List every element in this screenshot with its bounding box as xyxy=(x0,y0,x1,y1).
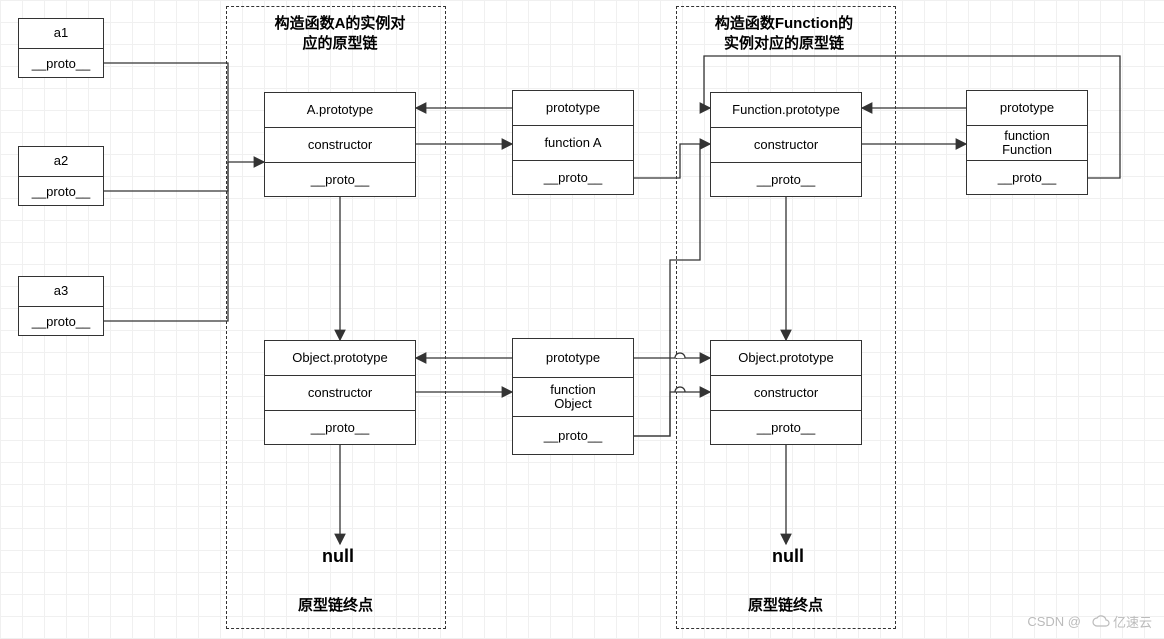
node-cell: functionFunction xyxy=(967,126,1087,161)
node-cell: constructor xyxy=(265,128,415,163)
node-cell: __proto__ xyxy=(711,411,861,446)
node-cell: a3 xyxy=(19,277,103,307)
node-ObjProtoL: Object.prototypeconstructor__proto__ xyxy=(264,340,416,445)
end-label-left: 原型链终点 xyxy=(298,594,373,615)
node-cell: __proto__ xyxy=(265,411,415,446)
null-label-left: null xyxy=(322,546,354,567)
node-cell: Object.prototype xyxy=(265,341,415,376)
node-cell: a1 xyxy=(19,19,103,49)
null-label-right: null xyxy=(772,546,804,567)
node-cell: __proto__ xyxy=(967,161,1087,196)
node-cell: constructor xyxy=(711,376,861,411)
node-Fproto: Function.prototypeconstructor__proto__ xyxy=(710,92,862,197)
node-cell: prototype xyxy=(967,91,1087,126)
node-funcA: prototypefunction A__proto__ xyxy=(512,90,634,195)
node-cell: __proto__ xyxy=(513,417,633,456)
node-funcObj: prototypefunctionObject__proto__ xyxy=(512,338,634,455)
node-cell: Function.prototype xyxy=(711,93,861,128)
node-cell: __proto__ xyxy=(265,163,415,198)
node-a3: a3__proto__ xyxy=(18,276,104,336)
node-cell: prototype xyxy=(513,91,633,126)
node-cell: __proto__ xyxy=(513,161,633,196)
node-cell: Object.prototype xyxy=(711,341,861,376)
watermark: CSDN @ 亿速云 xyxy=(1027,612,1152,631)
node-cell: a2 xyxy=(19,147,103,177)
node-cell: function A xyxy=(513,126,633,161)
node-ObjProtoR: Object.prototypeconstructor__proto__ xyxy=(710,340,862,445)
node-funcF: prototypefunctionFunction__proto__ xyxy=(966,90,1088,195)
node-cell: __proto__ xyxy=(19,307,103,337)
node-a1: a1__proto__ xyxy=(18,18,104,78)
node-Aproto: A.prototypeconstructor__proto__ xyxy=(264,92,416,197)
node-cell: prototype xyxy=(513,339,633,378)
node-a2: a2__proto__ xyxy=(18,146,104,206)
node-cell: __proto__ xyxy=(19,177,103,207)
node-cell: __proto__ xyxy=(711,163,861,198)
watermark-csdn: CSDN @ xyxy=(1027,614,1081,629)
group-function-title: 构造函数Function的实例对应的原型链 xyxy=(694,14,874,53)
node-cell: __proto__ xyxy=(19,49,103,79)
node-cell: A.prototype xyxy=(265,93,415,128)
node-cell: constructor xyxy=(265,376,415,411)
node-cell: constructor xyxy=(711,128,861,163)
watermark-cloud-icon: 亿速云 xyxy=(1091,612,1152,631)
end-label-right: 原型链终点 xyxy=(748,594,823,615)
node-cell: functionObject xyxy=(513,378,633,417)
group-a-title: 构造函数A的实例对应的原型链 xyxy=(250,14,430,53)
